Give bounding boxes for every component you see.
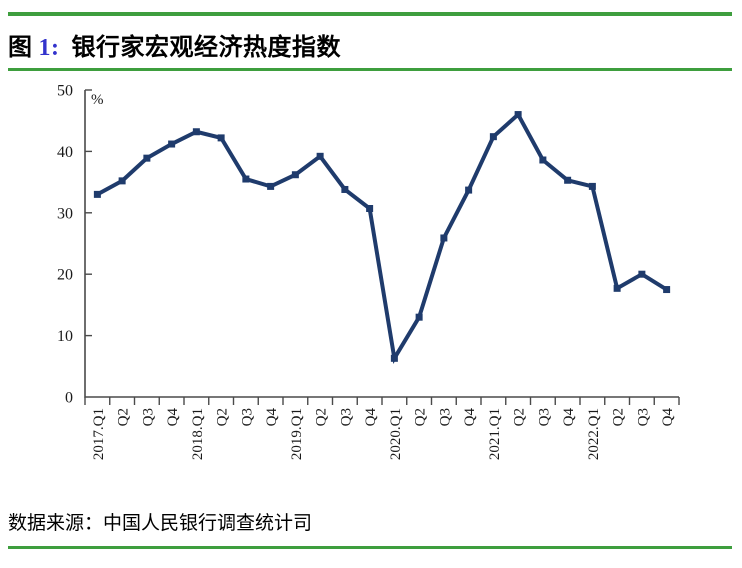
bottom-divider: [8, 546, 732, 549]
data-point-marker: [267, 182, 275, 190]
figure-title-text: 银行家宏观经济热度指数: [71, 35, 341, 61]
y-tick-label: 40: [57, 144, 73, 161]
data-point-marker: [663, 286, 671, 294]
x-tick-label: Q2: [512, 408, 528, 426]
data-point-marker: [539, 156, 547, 164]
data-point-markers: [93, 111, 671, 362]
x-tick-label: Q3: [140, 408, 156, 426]
x-tick-label: Q3: [338, 408, 354, 426]
x-tick-label: Q4: [264, 408, 280, 427]
x-tick-label: Q2: [116, 408, 132, 426]
figure-label: 图: [8, 35, 33, 61]
x-tick-label: 2022.Q1: [586, 408, 602, 460]
x-tick-label: 2017.Q1: [91, 408, 107, 460]
data-point-marker: [638, 270, 646, 278]
x-tick-label: Q2: [215, 408, 231, 426]
data-line: [96, 111, 668, 365]
y-axis-ticks: 0 10 20 30 40 50: [57, 83, 92, 407]
x-tick-label: 2019.Q1: [289, 408, 305, 460]
x-tick-label: 2018.Q1: [190, 408, 206, 460]
x-tick-label: Q3: [239, 408, 255, 426]
axis-lines: [84, 90, 679, 398]
x-tick-label: Q3: [635, 408, 651, 426]
x-tick-label: Q4: [660, 408, 676, 427]
data-point-marker: [613, 284, 621, 292]
data-point-marker: [564, 176, 572, 184]
data-point-marker: [93, 190, 101, 198]
x-tick-label: Q4: [363, 408, 379, 427]
x-tick-label: 2020.Q1: [388, 408, 404, 460]
data-point-marker: [143, 154, 151, 162]
y-axis-unit-label: %: [91, 92, 104, 108]
data-point-marker: [440, 234, 448, 242]
y-tick-label: 20: [57, 267, 73, 284]
data-point-marker: [514, 111, 522, 119]
data-point-marker: [366, 205, 374, 213]
data-point-marker: [316, 152, 324, 160]
data-point-marker: [118, 177, 126, 185]
data-point-marker: [341, 185, 349, 193]
figure-number: 1:: [38, 35, 60, 61]
x-tick-label: Q4: [165, 408, 181, 427]
title-divider: [8, 68, 732, 71]
data-point-marker: [291, 171, 299, 179]
source-note: 数据来源：中国人民银行调查统计司: [8, 513, 313, 534]
x-tick-label: Q2: [611, 408, 627, 426]
data-point-marker: [192, 128, 200, 136]
data-point-marker: [217, 134, 225, 142]
data-point-marker: [415, 313, 423, 321]
x-tick-label: Q4: [561, 408, 577, 427]
y-tick-label: 50: [57, 83, 73, 100]
data-point-marker: [168, 140, 176, 148]
top-divider: [8, 12, 732, 16]
data-point-marker: [489, 133, 497, 141]
y-tick-label: 30: [57, 205, 73, 222]
x-tick-label: Q2: [413, 408, 429, 426]
x-tick-label: Q3: [437, 408, 453, 426]
x-tick-label: Q2: [314, 408, 330, 426]
data-point-marker: [588, 182, 596, 190]
data-point-marker: [242, 175, 250, 183]
y-tick-label: 0: [65, 390, 73, 407]
x-tick-label: Q3: [536, 408, 552, 426]
x-tick-label: Q4: [462, 408, 478, 427]
x-axis-labels: 2017.Q1 Q2 Q3 Q4 2018.Q1 Q2 Q3 Q4 2019.Q1 Q2 Q3 Q4 2…: [91, 408, 676, 461]
x-tick-label: 2021.Q1: [487, 408, 503, 460]
data-point-marker: [390, 354, 398, 362]
x-axis-ticks: [84, 397, 680, 405]
data-point-marker: [465, 186, 473, 194]
figure-title: 图 1: 银行家宏观经济热度指数: [8, 27, 341, 62]
y-tick-label: 10: [57, 328, 73, 345]
